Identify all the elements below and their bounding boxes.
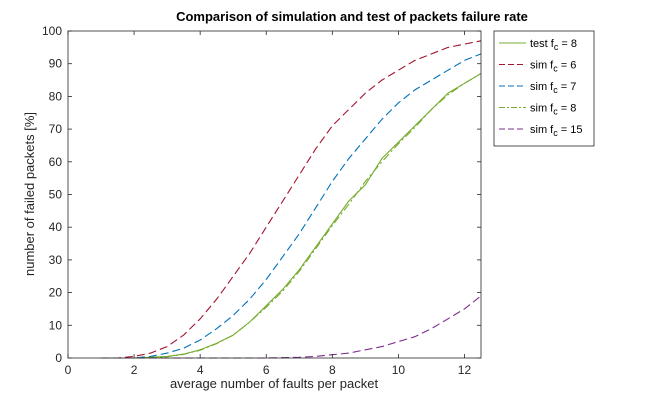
- y-tick-label: 50: [49, 188, 63, 202]
- y-axis-label: number of failed packets [%]: [22, 112, 37, 276]
- legend-box: [493, 30, 595, 147]
- y-tick-label: 10: [49, 318, 63, 332]
- legend-label-2: sim fc = 6: [530, 60, 576, 74]
- y-tick-label: 0: [55, 351, 62, 365]
- x-tick-label: 2: [131, 363, 138, 377]
- y-tick-label: 80: [49, 89, 63, 103]
- legend-label-1: test fc = 8: [530, 38, 577, 52]
- x-axis-label: average number of faults per packet: [170, 376, 379, 391]
- series-layer: [101, 40, 482, 359]
- legend-label-4: sim fc = 8: [530, 103, 576, 117]
- legend-label-5: sim fc = 15: [530, 124, 583, 138]
- y-tick-label: 90: [49, 57, 63, 71]
- legend: test fc = 8 sim fc = 6 sim fc = 7 sim fc = …: [493, 30, 595, 147]
- series-line-2: [101, 40, 482, 359]
- legend-label-3: sim fc = 7: [530, 81, 576, 95]
- x-tick-label: 8: [329, 363, 336, 377]
- x-tick-label: 12: [458, 363, 472, 377]
- series-line-4: [101, 73, 482, 359]
- y-tick-label: 70: [49, 122, 63, 136]
- chart-title: Comparison of simulation and test of pac…: [176, 9, 528, 24]
- y-tick-label: 30: [49, 253, 63, 267]
- plot-area: [68, 31, 481, 358]
- y-tick-label: 100: [42, 24, 62, 38]
- x-tick-label: 10: [392, 363, 406, 377]
- series-line-5: [101, 295, 482, 359]
- x-tick-label: 0: [65, 363, 72, 377]
- series-line-3: [101, 53, 482, 359]
- y-tick-label: 60: [49, 155, 63, 169]
- x-tick-label: 4: [197, 363, 204, 377]
- x-tick-label: 6: [263, 363, 270, 377]
- y-tick-label: 40: [49, 220, 63, 234]
- y-tick-label: 20: [49, 286, 63, 300]
- axis-layer: 0 2 4 6 8 10 12 0 10 20 30 40 50 60 70 80 90 100: [42, 24, 481, 377]
